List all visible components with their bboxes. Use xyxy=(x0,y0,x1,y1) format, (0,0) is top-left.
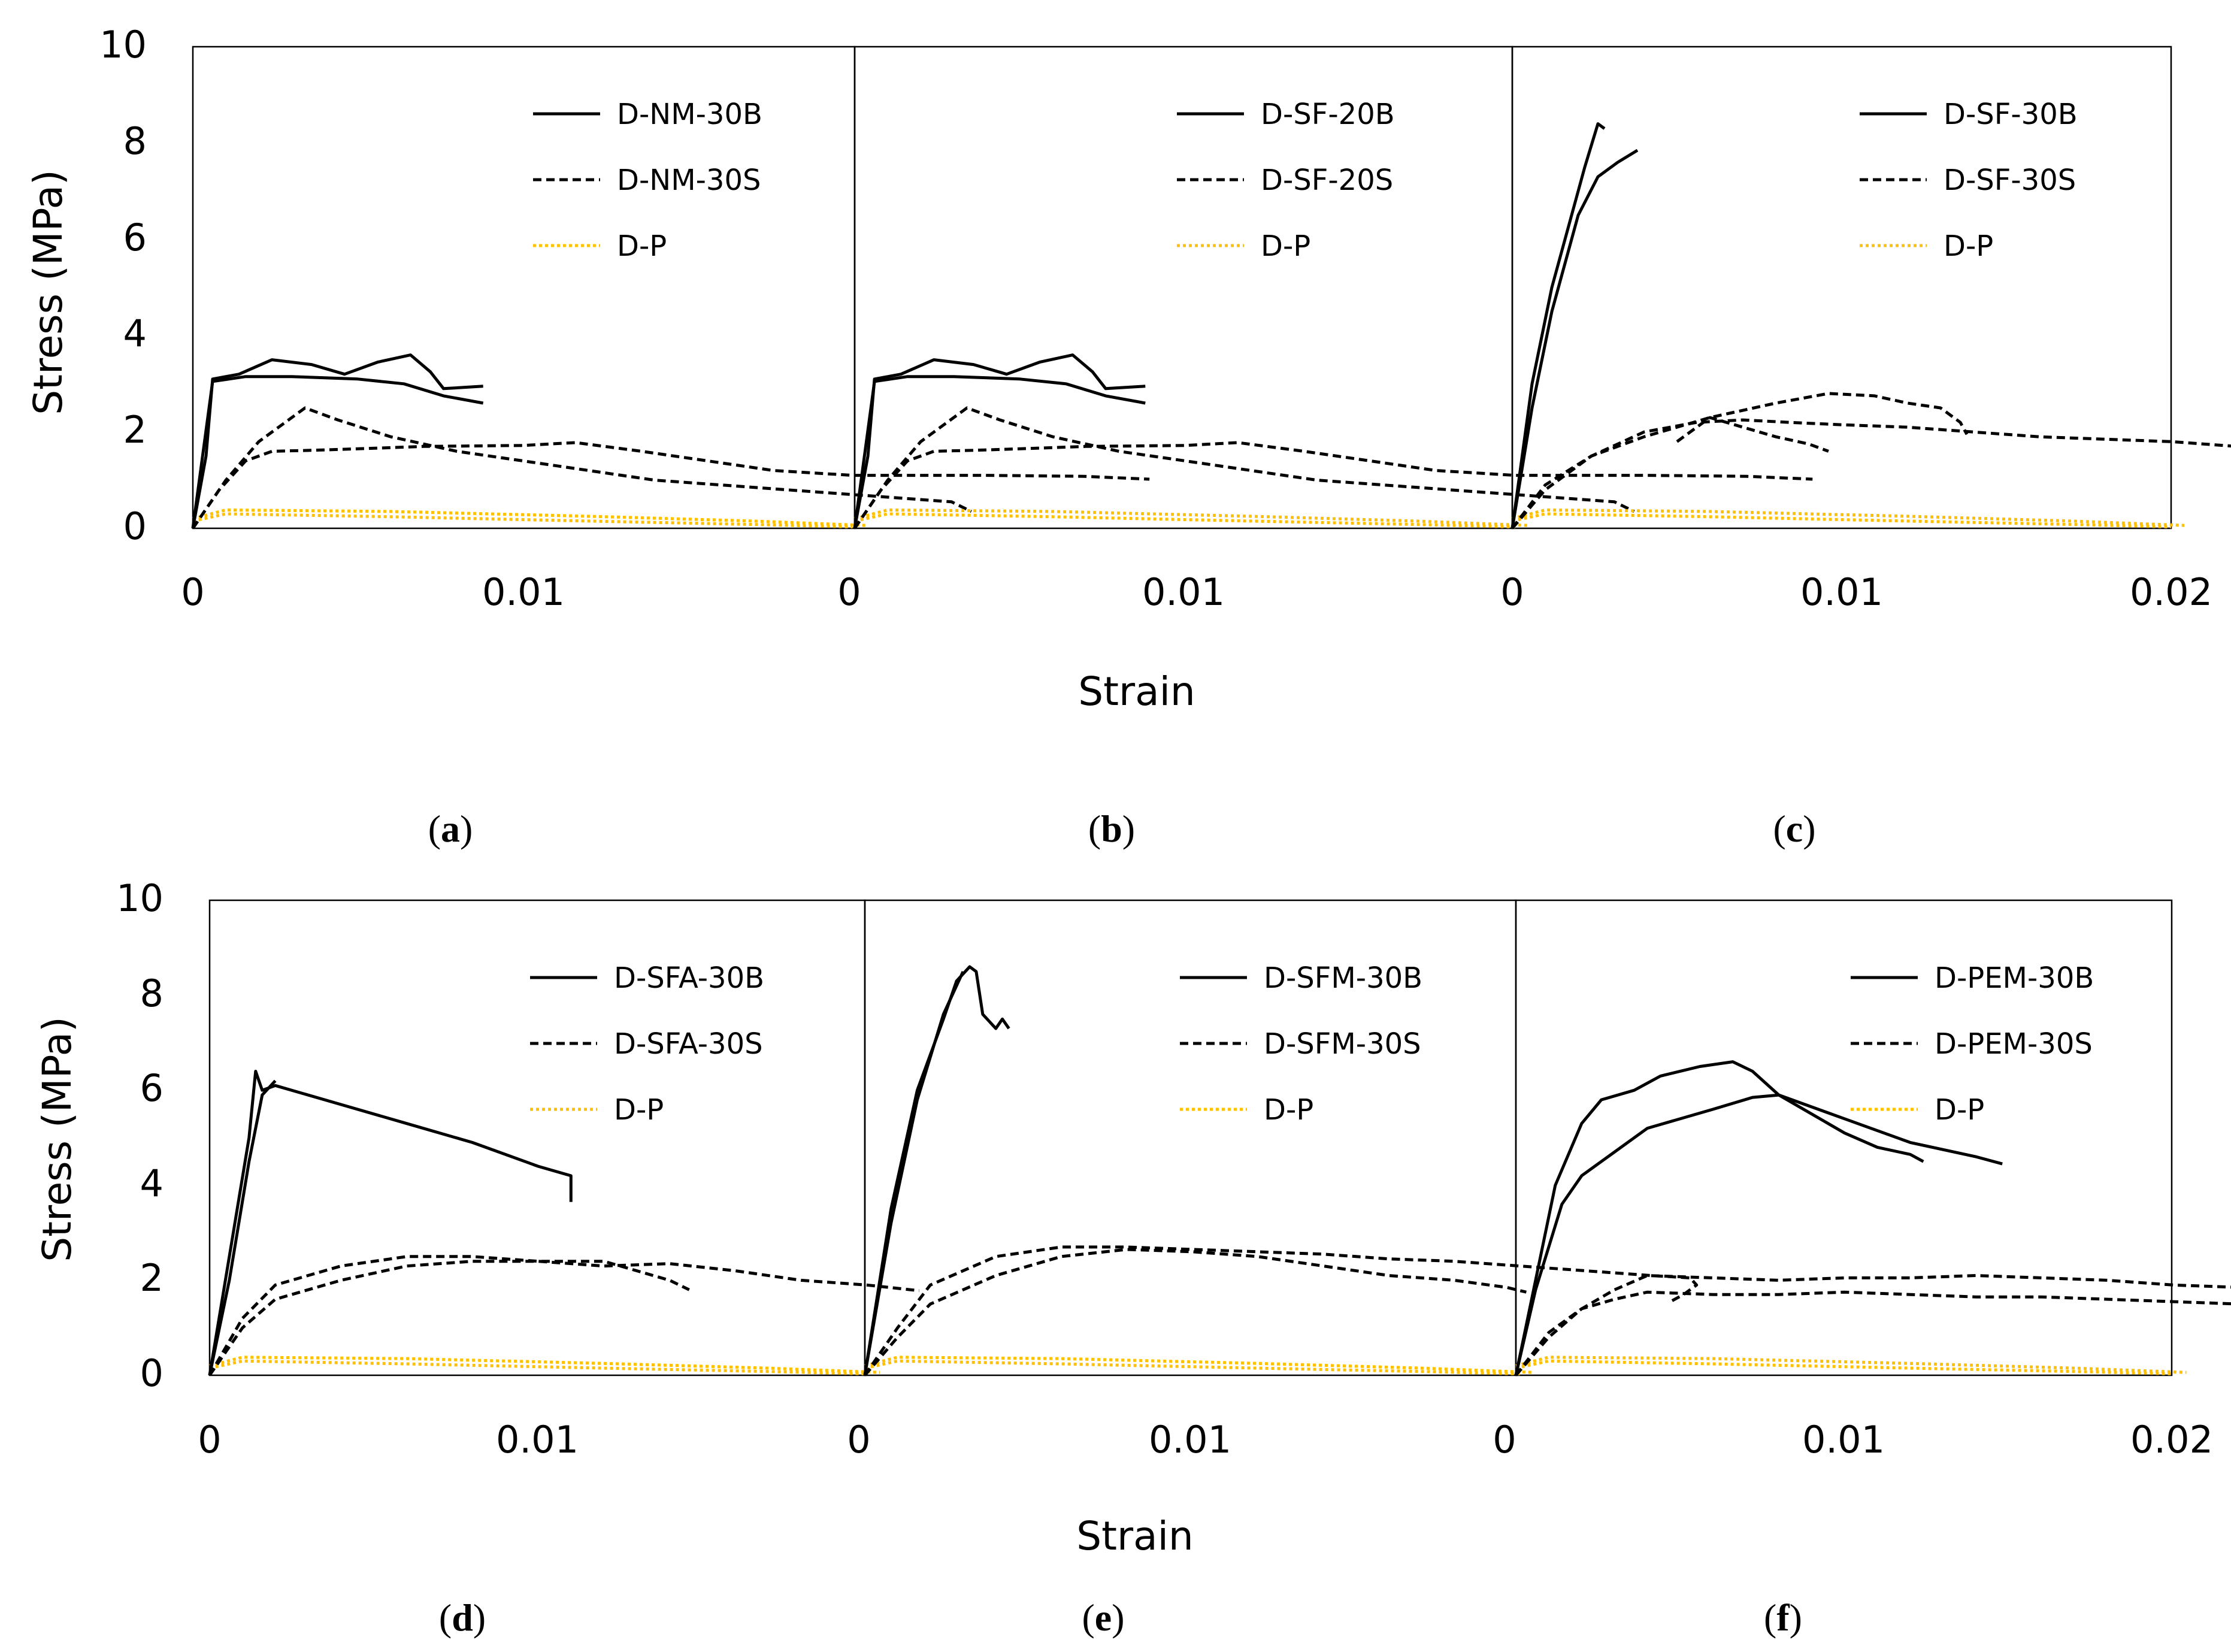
row-1: 10 8 6 4 2 0 Stress (MPa) 0 0.01 0 0.01 … xyxy=(25,23,2212,850)
series-b-d-sf-20b-0 xyxy=(853,353,1146,529)
caption-f: (f) xyxy=(1764,1596,1802,1639)
legend-label-d-0: D-SFA-30B xyxy=(614,961,764,995)
legend-label-c-0: D-SF-30B xyxy=(1944,98,2078,131)
series-a-d-nm-30b-0 xyxy=(191,353,483,529)
legend-label-e-0: D-SFM-30B xyxy=(1264,961,1422,995)
plot-frame-c xyxy=(1511,46,2172,530)
legend-label-d-1: D-SFA-30S xyxy=(614,1027,763,1061)
x-tick-a-0: 0 xyxy=(181,570,204,614)
series-f-d-pem-30b-0 xyxy=(1514,1060,1924,1376)
series-e-d-sfm-30b-1 xyxy=(863,970,965,1376)
y-tick-r1-8: 8 xyxy=(123,119,147,163)
legend-label-e-1: D-SFM-30S xyxy=(1264,1027,1421,1061)
legend-label-a-0: D-NM-30B xyxy=(617,98,762,131)
series-a-d-nm-30b-1 xyxy=(191,375,484,529)
caption-b: (b) xyxy=(1088,807,1135,850)
x-tick-c-002: 0.02 xyxy=(2130,570,2212,614)
legend-label-f-2: D-P xyxy=(1935,1093,1984,1127)
series-d-d-p-5 xyxy=(209,1359,867,1376)
legend-label-e-2: D-P xyxy=(1264,1093,1313,1127)
series-b-d-p-4 xyxy=(854,508,1529,527)
series-e-d-p-5 xyxy=(864,1359,1520,1376)
series-c-d-sf-30b-1 xyxy=(1510,149,1639,529)
series-e-d-sfm-30b-0 xyxy=(863,965,1010,1376)
x-axis-title-r2: Strain xyxy=(1076,1513,1194,1559)
y-axis-title-r2: Stress (MPa) xyxy=(34,1016,80,1262)
legend-label-b-1: D-SF-20S xyxy=(1261,164,1393,197)
x-tick-d-0: 0 xyxy=(198,1418,221,1462)
series-a-d-p-4 xyxy=(192,508,866,527)
series-c-d-p-6 xyxy=(1512,512,2172,529)
series-d-d-sfa-30s-3 xyxy=(208,1255,690,1376)
x-tick-c-001: 0.01 xyxy=(1800,570,1883,614)
x-tick-b-001: 0.01 xyxy=(1142,570,1225,614)
y-tick-r2-0: 0 xyxy=(140,1351,164,1395)
series-d-d-p-4 xyxy=(209,1356,880,1374)
series-c-d-sf-30s-2 xyxy=(1511,418,2231,530)
legend-label-c-2: D-P xyxy=(1944,229,1993,263)
legend-label-f-1: D-PEM-30S xyxy=(1935,1027,2093,1061)
legend-label-a-2: D-P xyxy=(617,229,667,263)
y-tick-r2-6: 6 xyxy=(140,1066,164,1110)
x-tick-c-0: 0 xyxy=(1500,570,1524,614)
series-f-d-pem-30s-3 xyxy=(1515,1290,2231,1376)
x-tick-f-002: 0.02 xyxy=(2130,1418,2213,1462)
y-tick-r1-6: 6 xyxy=(123,216,147,259)
series-e-d-sfm-30s-2 xyxy=(863,1245,1699,1376)
x-axis-title-r1: Strain xyxy=(1078,668,1195,715)
series-f-d-p-4 xyxy=(1515,1356,2187,1374)
plot-frame-d xyxy=(208,899,866,1376)
series-b-d-sf-20s-2 xyxy=(853,441,1813,530)
series-c-d-sf-30b-0 xyxy=(1510,122,1606,529)
series-e-d-p-4 xyxy=(864,1356,1533,1374)
x-tick-e-0: 0 xyxy=(847,1418,870,1462)
x-tick-e-001: 0.01 xyxy=(1149,1418,1231,1462)
series-f-d-pem-30s-2 xyxy=(1515,1274,2231,1376)
series-d-d-sfa-30b-0 xyxy=(208,1070,573,1376)
legend-label-f-0: D-PEM-30B xyxy=(1935,961,2094,995)
legend-label-d-2: D-P xyxy=(614,1093,664,1127)
y-tick-r2-4: 4 xyxy=(140,1161,164,1205)
plot-frame-b xyxy=(853,46,1513,530)
x-tick-a-001: 0.01 xyxy=(482,570,565,614)
x-tick-d-001: 0.01 xyxy=(496,1418,579,1462)
caption-e: (e) xyxy=(1082,1596,1124,1639)
x-tick-f-001: 0.01 xyxy=(1802,1418,1885,1462)
series-f-d-p-5 xyxy=(1515,1359,2174,1376)
legend-label-b-2: D-P xyxy=(1261,229,1310,263)
y-tick-r2-2: 2 xyxy=(140,1256,164,1300)
series-f-d-pem-30b-1 xyxy=(1514,1093,2003,1376)
y-tick-r2-10: 10 xyxy=(116,876,164,920)
x-tick-b-0: 0 xyxy=(837,570,861,614)
caption-d: (d) xyxy=(439,1596,486,1639)
row-2: 10 8 6 4 2 0 Stress (MPa) 0 0.01 0 0.01 … xyxy=(34,876,2213,1639)
series-b-d-sf-20b-1 xyxy=(853,375,1146,529)
series-c-d-sf-30s-4 xyxy=(1676,416,1829,453)
caption-a: (a) xyxy=(428,807,473,850)
series-e-d-sfm-30s-3 xyxy=(864,1248,1527,1376)
series-c-d-p-5 xyxy=(1512,508,2185,527)
legend-label-b-0: D-SF-20B xyxy=(1261,98,1395,131)
y-tick-r1-4: 4 xyxy=(123,311,147,355)
legend-label-c-1: D-SF-30S xyxy=(1944,164,2076,197)
series-d-d-sfa-30s-2 xyxy=(208,1260,920,1376)
series-a-d-nm-30s-2 xyxy=(191,441,1150,530)
legend-layer: D-NM-30B D-NM-30S D-P D-SF-20B D-SF-20S D-P D-… xyxy=(530,98,2094,1127)
y-tick-r2-8: 8 xyxy=(140,972,164,1015)
y-tick-r1-0: 0 xyxy=(123,504,147,548)
plot-series-layer xyxy=(191,122,2231,1376)
legend-label-a-1: D-NM-30S xyxy=(617,164,761,197)
y-axis-title-r1: Stress (MPa) xyxy=(25,170,71,415)
x-tick-f-0: 0 xyxy=(1493,1418,1516,1462)
plot-frame-f xyxy=(1515,899,2173,1376)
series-c-d-sf-30s-3 xyxy=(1511,392,1969,530)
caption-c: (c) xyxy=(1773,807,1815,850)
y-tick-r1-2: 2 xyxy=(123,408,147,452)
y-tick-r1-10: 10 xyxy=(99,23,147,66)
series-d-d-sfa-30b-1 xyxy=(208,1079,277,1376)
